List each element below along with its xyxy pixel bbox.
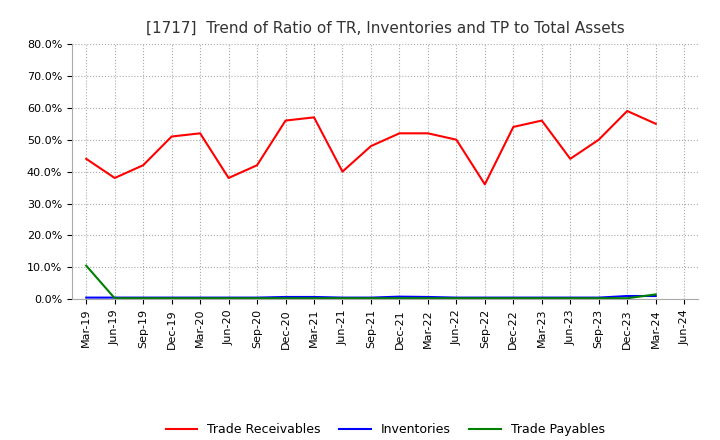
Inventories: [225, 295, 233, 300]
Trade Payables: [282, 296, 290, 301]
Trade Receivables: [480, 182, 489, 187]
Trade Payables: [623, 296, 631, 301]
Trade Payables: [480, 296, 489, 301]
Trade Payables: [595, 296, 603, 301]
Inventories: [196, 295, 204, 300]
Trade Payables: [509, 296, 518, 301]
Trade Payables: [167, 296, 176, 301]
Trade Payables: [537, 296, 546, 301]
Trade Receivables: [225, 175, 233, 180]
Trade Payables: [366, 296, 375, 301]
Inventories: [310, 294, 318, 300]
Trade Receivables: [537, 118, 546, 123]
Trade Payables: [310, 296, 318, 301]
Trade Receivables: [395, 131, 404, 136]
Inventories: [82, 295, 91, 300]
Trade Receivables: [623, 108, 631, 114]
Inventories: [423, 294, 432, 300]
Trade Payables: [652, 292, 660, 297]
Title: [1717]  Trend of Ratio of TR, Inventories and TP to Total Assets: [1717] Trend of Ratio of TR, Inventories…: [146, 21, 624, 36]
Trade Receivables: [595, 137, 603, 142]
Inventories: [338, 295, 347, 300]
Inventories: [537, 295, 546, 300]
Trade Payables: [253, 296, 261, 301]
Trade Payables: [423, 296, 432, 301]
Trade Receivables: [196, 131, 204, 136]
Trade Receivables: [566, 156, 575, 161]
Inventories: [139, 295, 148, 300]
Inventories: [110, 295, 119, 300]
Trade Payables: [139, 296, 148, 301]
Trade Payables: [196, 296, 204, 301]
Trade Receivables: [310, 115, 318, 120]
Legend: Trade Receivables, Inventories, Trade Payables: Trade Receivables, Inventories, Trade Pa…: [161, 418, 610, 440]
Trade Receivables: [253, 162, 261, 168]
Trade Receivables: [82, 156, 91, 161]
Trade Receivables: [423, 131, 432, 136]
Inventories: [452, 295, 461, 300]
Inventories: [509, 295, 518, 300]
Trade Receivables: [110, 175, 119, 180]
Trade Payables: [338, 296, 347, 301]
Trade Payables: [395, 296, 404, 301]
Trade Receivables: [366, 143, 375, 149]
Inventories: [595, 295, 603, 300]
Inventories: [253, 295, 261, 300]
Trade Receivables: [338, 169, 347, 174]
Line: Trade Receivables: Trade Receivables: [86, 111, 656, 184]
Trade Payables: [225, 296, 233, 301]
Inventories: [623, 293, 631, 299]
Trade Receivables: [167, 134, 176, 139]
Trade Payables: [566, 296, 575, 301]
Trade Receivables: [282, 118, 290, 123]
Line: Trade Payables: Trade Payables: [86, 266, 656, 298]
Inventories: [566, 295, 575, 300]
Inventories: [480, 295, 489, 300]
Inventories: [282, 294, 290, 300]
Trade Receivables: [139, 162, 148, 168]
Inventories: [395, 294, 404, 299]
Trade Receivables: [509, 124, 518, 129]
Inventories: [652, 293, 660, 299]
Line: Inventories: Inventories: [86, 296, 656, 297]
Trade Receivables: [652, 121, 660, 126]
Inventories: [366, 295, 375, 300]
Trade Payables: [110, 296, 119, 301]
Trade Receivables: [452, 137, 461, 142]
Trade Payables: [452, 296, 461, 301]
Trade Payables: [82, 263, 91, 268]
Inventories: [167, 295, 176, 300]
